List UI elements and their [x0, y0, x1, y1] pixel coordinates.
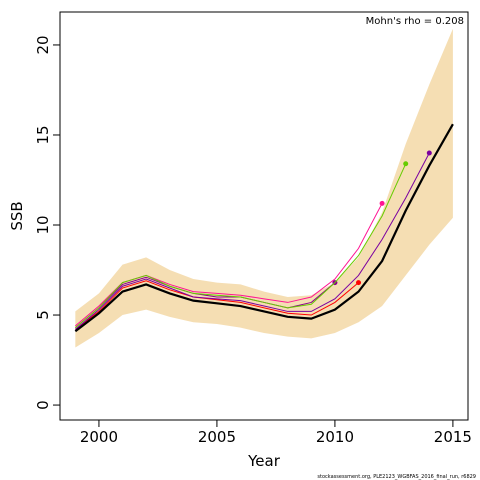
y-tick-label: 10	[34, 215, 52, 234]
line	[75, 152, 430, 330]
y-tick-label: 20	[34, 35, 52, 54]
end-point	[356, 280, 362, 286]
line	[75, 163, 407, 329]
line	[75, 280, 359, 330]
line	[74, 123, 454, 333]
y-tick-label: 5	[34, 310, 52, 320]
x-tick-label: 2005	[198, 428, 236, 446]
annotation: Mohn's rho = 0.208	[366, 16, 464, 27]
x-tick-label: 2000	[80, 428, 118, 446]
footer: stockassessment.org, PLE2123_WGBFAS_2016…	[317, 474, 476, 480]
end-point	[403, 161, 409, 167]
confidence-band	[75, 28, 453, 348]
x-tick-label: 2015	[434, 428, 472, 446]
x-axis-label: Year	[247, 452, 281, 470]
y-tick-label: 0	[34, 400, 52, 410]
x-tick-label: 2010	[316, 428, 354, 446]
end-point	[379, 200, 385, 206]
plot-frame	[59, 11, 469, 421]
y-axis-label: SSB	[8, 201, 26, 230]
end-point	[426, 150, 432, 156]
y-tick-label: 15	[34, 125, 52, 144]
